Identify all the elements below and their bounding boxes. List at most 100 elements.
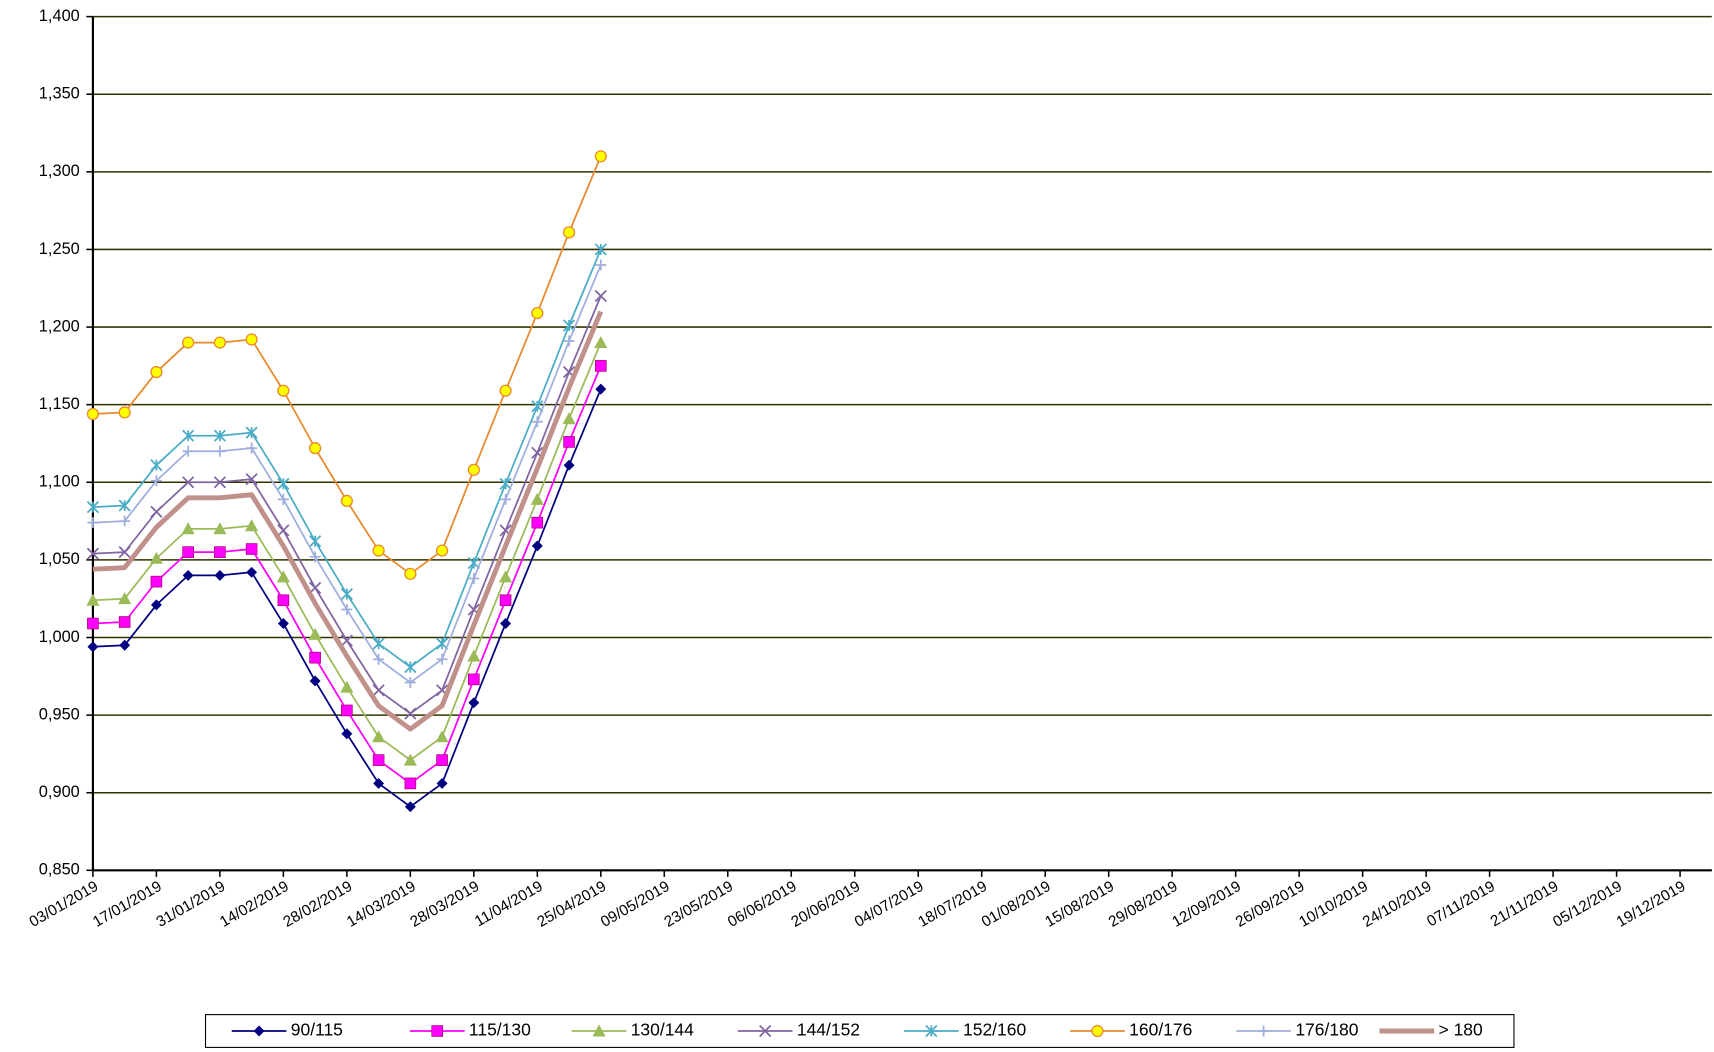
marker xyxy=(245,426,258,439)
marker xyxy=(562,412,576,425)
marker xyxy=(594,150,607,163)
marker xyxy=(563,335,575,347)
marker xyxy=(562,226,576,239)
marker xyxy=(246,566,258,578)
marker xyxy=(150,365,163,379)
marker xyxy=(500,493,512,505)
legend-marker xyxy=(592,1024,606,1037)
marker xyxy=(499,477,512,490)
x-tick-label: 28/03/2019 xyxy=(407,878,482,931)
marker xyxy=(340,494,353,508)
marker xyxy=(86,593,100,606)
marker xyxy=(150,575,163,588)
marker xyxy=(276,570,290,583)
x-tick-label: 14/02/2019 xyxy=(217,878,292,931)
marker xyxy=(436,777,448,789)
marker xyxy=(86,501,99,514)
x-tick-label: 29/08/2019 xyxy=(1106,878,1181,931)
marker xyxy=(436,754,448,766)
legend-label: > 180 xyxy=(1439,1020,1483,1040)
marker xyxy=(150,475,162,487)
marker xyxy=(467,463,480,476)
marker xyxy=(86,407,100,421)
x-tick-label: 07/11/2019 xyxy=(1424,878,1498,930)
marker xyxy=(149,551,163,564)
y-tick-label: 0,950 xyxy=(39,705,80,723)
marker xyxy=(373,777,385,789)
series-line xyxy=(92,155,602,575)
x-tick-label: 06/06/2019 xyxy=(725,878,800,931)
marker xyxy=(467,649,481,662)
series xyxy=(86,150,607,580)
marker xyxy=(468,673,480,686)
marker xyxy=(118,406,131,419)
x-tick-label: 09/05/2019 xyxy=(598,878,673,931)
marker xyxy=(213,476,226,489)
series xyxy=(87,259,607,688)
x-tick-label: 26/09/2019 xyxy=(1233,878,1308,931)
marker xyxy=(372,730,386,743)
marker xyxy=(562,319,576,332)
marker xyxy=(595,259,607,271)
marker xyxy=(182,445,194,457)
marker xyxy=(468,573,480,584)
marker xyxy=(87,617,99,630)
y-tick-label: 1,250 xyxy=(39,240,80,258)
x-tick-label: 05/12/2019 xyxy=(1550,878,1625,931)
y-tick-label: 1,000 xyxy=(39,628,80,646)
marker xyxy=(341,704,353,717)
marker xyxy=(595,360,607,372)
marker xyxy=(150,459,163,472)
marker xyxy=(595,383,607,395)
marker xyxy=(403,753,417,766)
marker xyxy=(309,581,322,594)
legend-marker xyxy=(1091,1024,1104,1038)
x-tick-label: 21/11/2019 xyxy=(1488,878,1562,930)
marker xyxy=(246,442,258,454)
marker xyxy=(500,618,512,629)
series xyxy=(86,336,608,766)
x-tick-label: 04/07/2019 xyxy=(852,878,927,931)
legend-marker xyxy=(1258,1025,1270,1037)
marker xyxy=(214,569,226,581)
legend-label: 176/180 xyxy=(1295,1020,1358,1040)
marker xyxy=(435,730,449,743)
marker xyxy=(182,476,195,489)
marker xyxy=(594,289,607,303)
marker xyxy=(182,336,195,349)
marker xyxy=(245,473,258,486)
marker xyxy=(309,551,321,563)
marker xyxy=(245,333,258,346)
x-tick-label: 14/03/2019 xyxy=(344,878,419,931)
x-tick-label: 28/02/2019 xyxy=(280,878,355,931)
legend-label: 130/144 xyxy=(631,1020,694,1040)
marker xyxy=(340,680,354,693)
x-tick-label: 18/07/2019 xyxy=(915,878,990,931)
y-tick-label: 1,100 xyxy=(39,473,80,491)
y-tick-label: 0,850 xyxy=(39,861,80,879)
series xyxy=(86,243,607,674)
y-tick-label: 0,900 xyxy=(39,783,80,801)
marker xyxy=(467,556,480,570)
x-tick-label: 17/01/2019 xyxy=(90,878,165,931)
marker xyxy=(468,697,480,709)
x-tick-label: 23/05/2019 xyxy=(661,878,736,931)
marker xyxy=(373,653,385,665)
marker xyxy=(436,653,448,665)
x-tick-label: 10/10/2019 xyxy=(1296,878,1371,931)
series-line xyxy=(92,310,604,732)
y-tick-label: 1,200 xyxy=(39,317,80,335)
marker xyxy=(499,570,513,583)
marker xyxy=(309,535,322,548)
legend-label: 90/115 xyxy=(291,1020,343,1040)
marker xyxy=(531,516,544,529)
marker xyxy=(118,616,131,628)
marker xyxy=(213,429,226,442)
legend-label: 152/160 xyxy=(963,1020,1026,1040)
marker xyxy=(340,634,353,647)
marker xyxy=(119,639,131,651)
legend-marker xyxy=(925,1024,938,1038)
marker xyxy=(372,637,385,650)
marker xyxy=(499,384,512,397)
